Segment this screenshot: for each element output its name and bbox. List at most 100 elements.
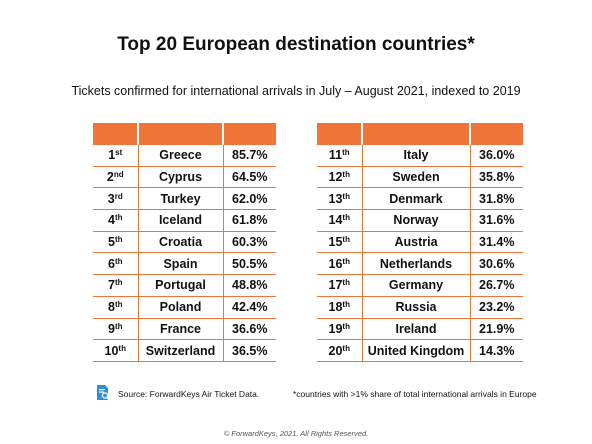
country-cell: Russia	[361, 296, 470, 319]
table-row: 20th United Kingdom 14.3%	[317, 339, 523, 362]
document-search-icon	[97, 385, 110, 401]
rank-number: 1	[108, 148, 116, 163]
index-value-cell: 30.6%	[469, 252, 523, 276]
rank-number: 7	[107, 278, 115, 293]
table-row: 12th Sweden 35.8%	[317, 166, 523, 189]
index-value-cell: 36.0%	[469, 145, 523, 167]
copyright: © ForwardKeys, 2021. All Rights Reserved…	[223, 429, 369, 438]
rank-suffix: th	[342, 256, 350, 266]
index-value-cell: 85.7%	[222, 145, 276, 167]
header-cell-index	[469, 123, 523, 145]
rank-suffix: rd	[114, 191, 123, 201]
rank-suffix: th	[118, 343, 126, 353]
rank-suffix: th	[342, 321, 350, 331]
country-cell: Croatia	[137, 231, 223, 254]
source-note: Source: ForwardKeys Air Ticket Data.	[118, 389, 260, 399]
rank-number: 3	[107, 191, 115, 206]
footnote: *countries with >1% share of total inter…	[293, 389, 537, 399]
rank-number: 11	[328, 148, 343, 163]
rank-cell: 14th	[317, 209, 362, 232]
country-cell: Iceland	[137, 209, 223, 232]
rank-cell: 11th	[317, 145, 362, 167]
table-row: 10th Switzerland 36.5%	[93, 339, 276, 362]
rank-number: 10	[104, 343, 119, 358]
country-cell: Turkey	[137, 187, 223, 211]
table-row: 16th Netherlands 30.6%	[317, 252, 523, 276]
chart-title: Top 20 European destination countries*	[117, 34, 475, 55]
ranking-table-right: 11th Italy 36.0% 12th Sweden 35.8% 13th Denmark…	[317, 123, 523, 362]
rank-number: 17	[328, 278, 343, 293]
table-row: 1st Greece 85.7%	[93, 145, 276, 167]
rank-number: 6	[107, 256, 115, 271]
rank-suffix: th	[342, 148, 350, 158]
rank-suffix: th	[114, 321, 123, 331]
rank-number: 15	[328, 235, 343, 250]
rank-number: 8	[107, 300, 115, 315]
country-cell: Poland	[137, 296, 223, 319]
table-row: 8th Poland 42.4%	[93, 296, 276, 319]
rank-cell: 10th	[93, 339, 138, 362]
rank-number: 14	[328, 213, 343, 228]
rank-number: 4	[107, 213, 115, 228]
table-header-row	[93, 123, 276, 145]
country-cell: United Kingdom	[361, 339, 470, 362]
rank-suffix: th	[114, 213, 123, 223]
country-cell: Norway	[361, 209, 470, 232]
rank-cell: 2nd	[93, 166, 138, 189]
rank-number: 2	[106, 170, 114, 185]
index-value-cell: 36.5%	[222, 339, 276, 362]
table-row: 17th Germany 26.7%	[317, 274, 523, 297]
index-value-cell: 35.8%	[469, 166, 523, 189]
index-value-cell: 23.2%	[469, 296, 523, 319]
index-value-cell: 21.9%	[469, 318, 523, 341]
rank-cell: 5th	[93, 231, 138, 254]
rank-cell: 12th	[317, 166, 362, 189]
index-value-cell: 31.8%	[469, 187, 523, 211]
rank-suffix: th	[342, 343, 350, 353]
rank-cell: 4th	[93, 209, 138, 232]
rank-suffix: th	[342, 235, 350, 245]
rank-number: 9	[107, 321, 115, 336]
index-value-cell: 61.8%	[222, 209, 276, 232]
table-row: 5th Croatia 60.3%	[93, 231, 276, 254]
country-cell: Spain	[137, 252, 223, 276]
rank-suffix: st	[115, 148, 123, 158]
rank-cell: 7th	[93, 274, 138, 297]
rank-cell: 20th	[317, 339, 362, 362]
index-value-cell: 26.7%	[469, 274, 523, 297]
rank-number: 13	[328, 191, 343, 206]
table-row: 13th Denmark 31.8%	[317, 187, 523, 211]
rank-cell: 13th	[317, 187, 362, 211]
index-value-cell: 31.6%	[469, 209, 523, 232]
index-value-cell: 62.0%	[222, 187, 276, 211]
country-cell: Denmark	[361, 187, 470, 211]
table-row: 4th Iceland 61.8%	[93, 209, 276, 232]
table-row: 7th Portugal 48.8%	[93, 274, 276, 297]
rank-cell: 17th	[317, 274, 362, 297]
rank-suffix: th	[342, 278, 350, 288]
table-row: 11th Italy 36.0%	[317, 145, 523, 167]
rank-number: 12	[328, 170, 343, 185]
index-value-cell: 50.5%	[222, 252, 276, 276]
header-cell-country	[361, 123, 470, 145]
table-row: 3rd Turkey 62.0%	[93, 187, 276, 211]
rank-cell: 6th	[93, 252, 138, 276]
rank-number: 5	[107, 235, 115, 250]
table-row: 15th Austria 31.4%	[317, 231, 523, 254]
rank-cell: 8th	[93, 296, 138, 319]
index-value-cell: 60.3%	[222, 231, 276, 254]
rank-cell: 16th	[317, 252, 362, 276]
index-value-cell: 64.5%	[222, 166, 276, 189]
rank-number: 20	[328, 343, 343, 358]
country-cell: Switzerland	[137, 339, 223, 362]
rank-cell: 9th	[93, 318, 138, 341]
table-row: 14th Norway 31.6%	[317, 209, 523, 232]
rank-cell: 18th	[317, 296, 362, 319]
country-cell: Italy	[361, 145, 470, 167]
table-header-row	[317, 123, 523, 145]
index-value-cell: 42.4%	[222, 296, 276, 319]
table-row: 9th France 36.6%	[93, 318, 276, 341]
table-row: 19th Ireland 21.9%	[317, 318, 523, 341]
rank-suffix: th	[114, 235, 123, 245]
rank-suffix: th	[342, 191, 350, 201]
